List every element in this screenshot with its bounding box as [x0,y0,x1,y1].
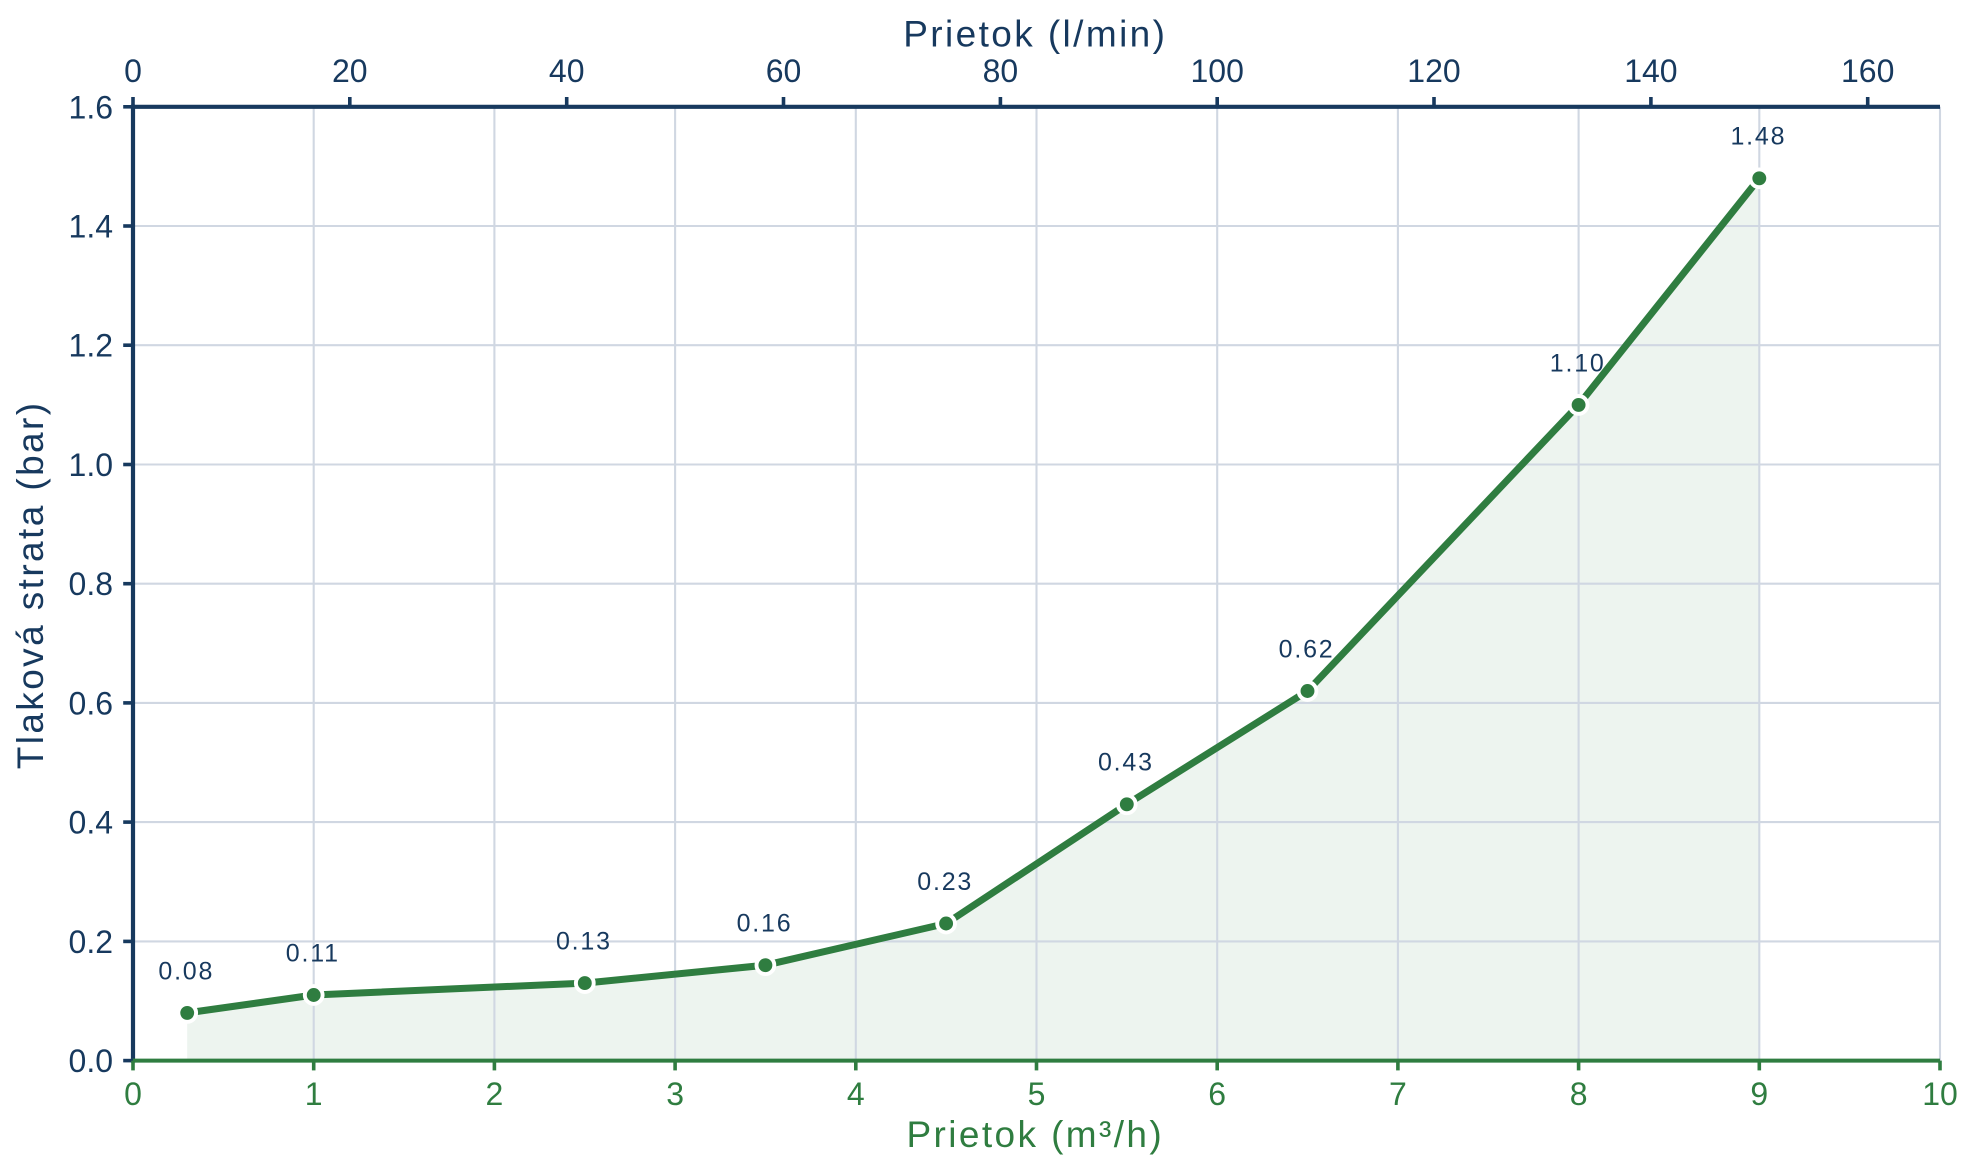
svg-text:0.62: 0.62 [1279,635,1335,663]
svg-text:6: 6 [1208,1076,1226,1112]
svg-text:0.13: 0.13 [556,928,612,956]
svg-text:7: 7 [1389,1076,1407,1112]
svg-text:0.2: 0.2 [69,924,113,960]
svg-text:4: 4 [847,1076,865,1112]
svg-text:3: 3 [666,1076,684,1112]
svg-text:40: 40 [549,53,585,89]
svg-text:140: 140 [1624,53,1677,89]
svg-text:1.0: 1.0 [69,447,113,483]
svg-text:0.4: 0.4 [69,805,113,841]
svg-text:0.16: 0.16 [737,910,793,938]
svg-text:1.10: 1.10 [1550,349,1606,377]
svg-text:1: 1 [305,1076,323,1112]
svg-text:5: 5 [1028,1076,1046,1112]
svg-text:Prietok (l/min): Prietok (l/min) [903,14,1167,55]
svg-text:Tlaková strata (bar): Tlaková strata (bar) [10,401,51,770]
svg-text:8: 8 [1570,1076,1588,1112]
svg-text:1.48: 1.48 [1730,123,1786,151]
svg-text:0: 0 [124,53,142,89]
svg-text:1.4: 1.4 [69,209,113,245]
svg-text:1.2: 1.2 [69,328,113,364]
svg-text:80: 80 [983,53,1019,89]
svg-text:0: 0 [124,1076,142,1112]
svg-text:0.23: 0.23 [917,868,973,896]
svg-text:10: 10 [1922,1076,1958,1112]
svg-text:9: 9 [1750,1076,1768,1112]
svg-text:100: 100 [1191,53,1244,89]
svg-text:1.6: 1.6 [69,89,113,125]
svg-text:0.0: 0.0 [69,1043,113,1079]
svg-text:2: 2 [486,1076,504,1112]
svg-text:0.11: 0.11 [286,939,340,967]
svg-text:0.6: 0.6 [69,685,113,721]
svg-text:Prietok (m³/h): Prietok (m³/h) [906,1114,1164,1155]
svg-text:20: 20 [332,53,368,89]
svg-text:0.43: 0.43 [1098,749,1154,777]
svg-text:0.08: 0.08 [158,957,214,985]
svg-text:0.8: 0.8 [69,566,113,602]
svg-text:120: 120 [1407,53,1460,89]
svg-text:160: 160 [1841,53,1894,89]
svg-text:60: 60 [766,53,802,89]
